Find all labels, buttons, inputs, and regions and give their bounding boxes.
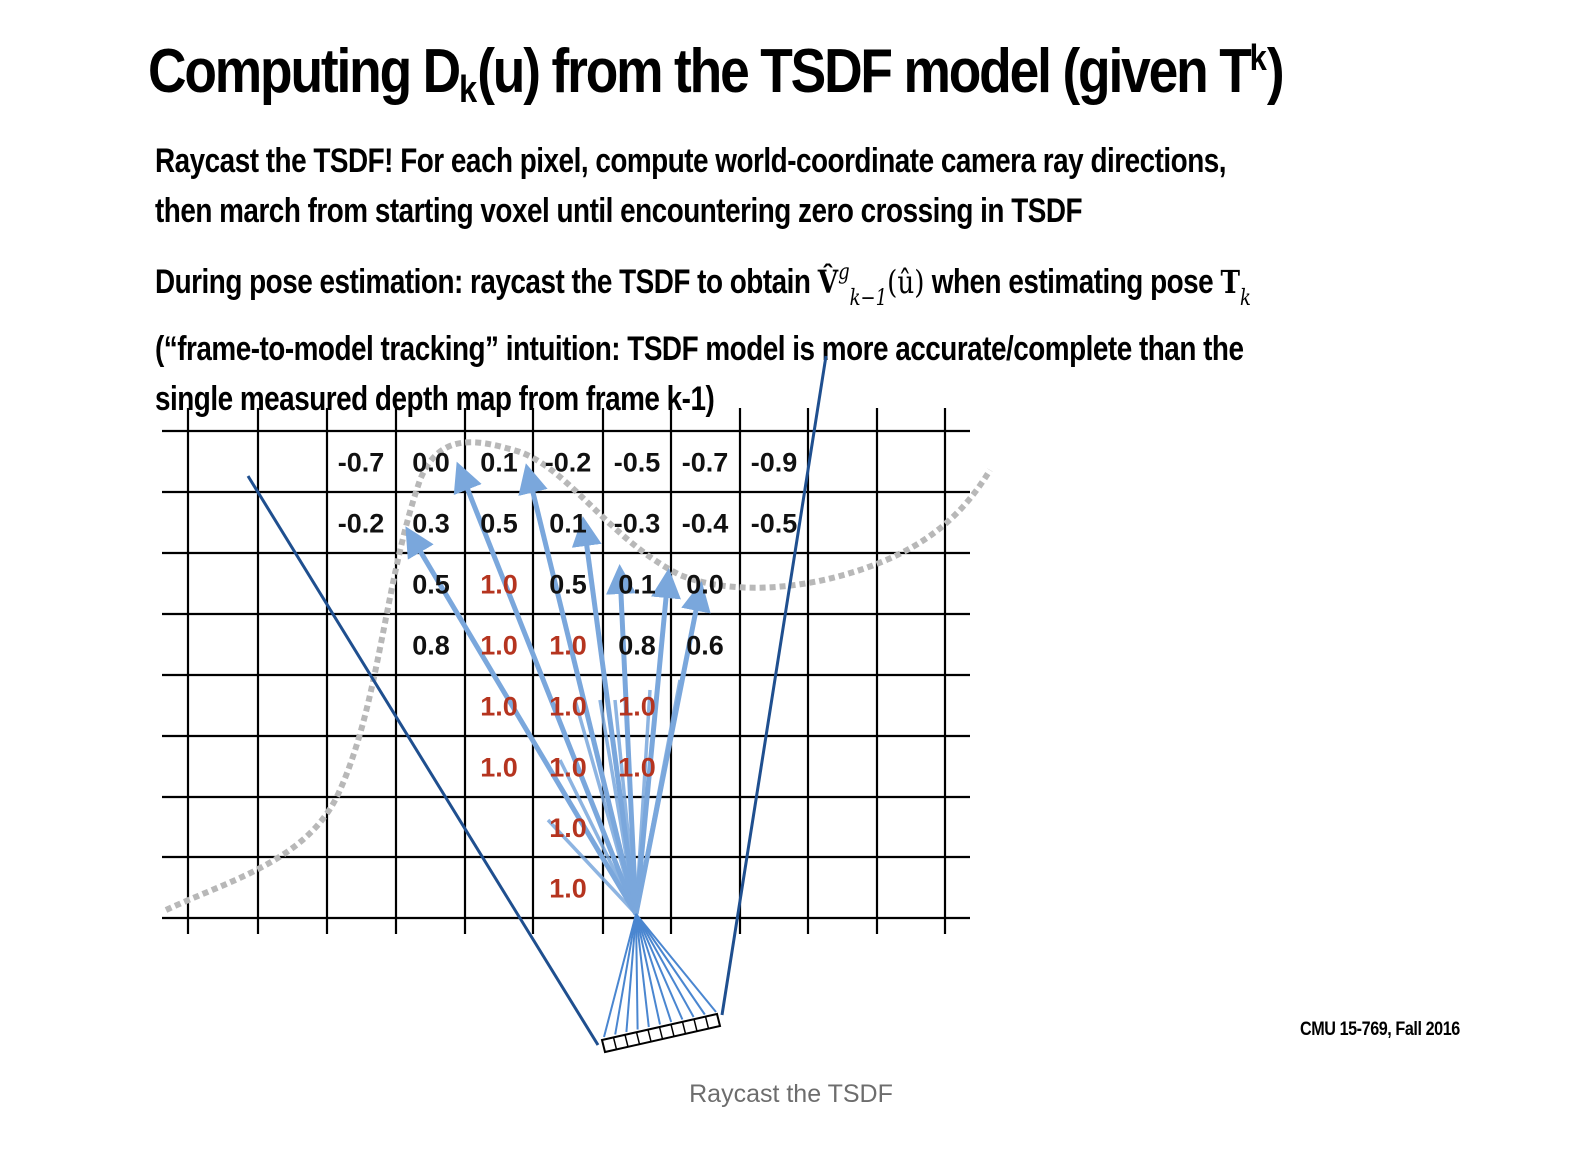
tsdf-values: -0.7 0.0 0.1 -0.2 -0.5 -0.7 -0.9-0.2 0.3 0.5 0.1-… bbox=[338, 448, 798, 904]
camera-frustum bbox=[246, 355, 828, 1054]
math-t-sub: k bbox=[1240, 286, 1251, 311]
bullet-pose-line1-start: During pose estimation: raycast the TSDF… bbox=[155, 263, 811, 301]
surface-zero-crossing-curve bbox=[164, 439, 993, 913]
math-vertex-map: V̂gk−1(û) bbox=[817, 260, 925, 311]
image-plane-pixel-divider bbox=[693, 1019, 698, 1032]
voxel-grid bbox=[162, 408, 970, 934]
frustum-pixel-ray bbox=[625, 913, 637, 1033]
math-v: V̂ bbox=[817, 263, 839, 301]
math-arg: (û) bbox=[887, 263, 925, 301]
course-credit: CMU 15-769, Fall 2016 bbox=[1300, 1019, 1460, 1040]
frustum-pixel-ray bbox=[635, 913, 706, 1016]
ray-arrow bbox=[453, 461, 639, 915]
frustum-pixel-ray bbox=[635, 913, 673, 1023]
tsdf-cell-value: 0.1 bbox=[480, 448, 518, 478]
tsdf-cell-value: 1.0 bbox=[480, 692, 518, 722]
tsdf-cell-value: -0.4 bbox=[682, 509, 729, 539]
tsdf-cell-value: 1.0 bbox=[549, 631, 587, 661]
frustum-pixel-ray bbox=[603, 913, 637, 1038]
ray-arrow bbox=[633, 568, 681, 915]
ray-arrow bbox=[633, 581, 711, 915]
image-plane-pixel-divider bbox=[670, 1024, 675, 1037]
tsdf-cell-value: -0.9 bbox=[751, 448, 798, 478]
tsdf-cell-value: -0.2 bbox=[545, 448, 592, 478]
bullet-raycast: Raycast the TSDF! For each pixel, comput… bbox=[155, 136, 1227, 236]
frustum-pixel-ray bbox=[614, 913, 637, 1035]
frustum-pixel-ray bbox=[635, 913, 684, 1020]
ray-arrow bbox=[518, 463, 639, 915]
tsdf-cell-value: -0.2 bbox=[338, 509, 385, 539]
frustum-pixel-ray bbox=[635, 913, 650, 1028]
frustum-right-edge bbox=[720, 355, 828, 1016]
tsdf-cell-value: -0.5 bbox=[614, 448, 661, 478]
math-v-sup: g bbox=[838, 260, 850, 285]
frustum-pixel-ray bbox=[635, 913, 717, 1013]
title-suffix: ) bbox=[1266, 37, 1285, 106]
ray-arrow bbox=[405, 526, 639, 916]
ray-arrow bbox=[571, 516, 639, 915]
bullet-raycast-line1: Raycast the TSDF! For each pixel, comput… bbox=[155, 142, 1227, 180]
tsdf-cell-value: 0.5 bbox=[549, 570, 587, 600]
tsdf-cell-value: 0.6 bbox=[686, 631, 724, 661]
tsdf-cell-value: 0.1 bbox=[549, 509, 587, 539]
bullet-pose-estimation: During pose estimation: raycast the TSDF… bbox=[155, 248, 1251, 424]
frustum-pixel-ray bbox=[635, 913, 695, 1018]
math-v-sub: k−1 bbox=[849, 286, 888, 311]
tsdf-cell-value: 0.1 bbox=[618, 570, 656, 600]
tsdf-cell-value: 1.0 bbox=[549, 813, 587, 843]
image-plane-pixel-divider bbox=[647, 1029, 652, 1042]
frustum-pixel-ray bbox=[635, 913, 661, 1025]
bullet-pose-line1-mid: when estimating pose bbox=[931, 263, 1214, 301]
ray-segment bbox=[546, 818, 638, 916]
figure-caption: Raycast the TSDF bbox=[689, 1080, 893, 1108]
surface-curve-path bbox=[164, 439, 993, 913]
tsdf-cell-value: 1.0 bbox=[618, 753, 656, 783]
image-plane-pixel-divider bbox=[681, 1021, 687, 1034]
tsdf-cell-value: -0.7 bbox=[338, 448, 385, 478]
tsdf-cell-value: 0.8 bbox=[412, 631, 450, 661]
tsdf-cell-value: 1.0 bbox=[480, 631, 518, 661]
title-subscript: k bbox=[459, 69, 478, 111]
title-superscript: k bbox=[1249, 37, 1267, 78]
tsdf-cell-value: 0.0 bbox=[686, 570, 724, 600]
bullet-pose-line2: (“frame-to-model tracking” intuition: TS… bbox=[155, 330, 1244, 368]
image-plane-pixel-divider bbox=[658, 1026, 664, 1040]
math-pose: Tk bbox=[1220, 263, 1250, 311]
slide-title: Computing Dk(u) from the TSDF model (giv… bbox=[148, 36, 1285, 112]
tsdf-cell-value: 0.8 bbox=[618, 631, 656, 661]
image-plane-pixel-divider bbox=[635, 1032, 641, 1045]
tsdf-cell-value: -0.7 bbox=[682, 448, 729, 478]
tsdf-cell-value: 0.0 bbox=[412, 448, 450, 478]
image-plane-pixel-divider bbox=[704, 1016, 710, 1029]
bullet-pose-line1: During pose estimation: raycast the TSDF… bbox=[155, 248, 1251, 324]
ray-arrow bbox=[606, 564, 639, 915]
tsdf-cell-value: 1.0 bbox=[549, 753, 587, 783]
frustum-pixel-ray bbox=[635, 913, 639, 1030]
bullet-pose-line3: single measured depth map from frame k-1… bbox=[155, 380, 715, 418]
tsdf-cell-value: 1.0 bbox=[549, 874, 587, 904]
bullet-raycast-line2: then march from starting voxel until enc… bbox=[155, 192, 1083, 230]
tsdf-cell-value: 1.0 bbox=[480, 570, 518, 600]
tsdf-cell-value: 1.0 bbox=[618, 692, 656, 722]
image-plane-pixel-divider bbox=[624, 1034, 629, 1047]
ray-fan bbox=[405, 461, 711, 916]
tsdf-cell-value: 1.0 bbox=[480, 753, 518, 783]
tsdf-cell-value: 0.5 bbox=[480, 509, 518, 539]
title-prefix: Computing D bbox=[148, 37, 461, 106]
tsdf-cell-value: 1.0 bbox=[549, 692, 587, 722]
tsdf-cell-value: 0.3 bbox=[412, 509, 450, 539]
math-t: T bbox=[1220, 263, 1241, 301]
image-plane-pixel-divider bbox=[612, 1037, 618, 1050]
title-middle: (u) from the TSDF model (given T bbox=[477, 37, 1252, 106]
frustum-left-edge bbox=[246, 475, 600, 1046]
tsdf-cell-value: -0.5 bbox=[751, 509, 798, 539]
tsdf-cell-value: 0.5 bbox=[412, 570, 450, 600]
tsdf-cell-value: -0.3 bbox=[614, 509, 661, 539]
